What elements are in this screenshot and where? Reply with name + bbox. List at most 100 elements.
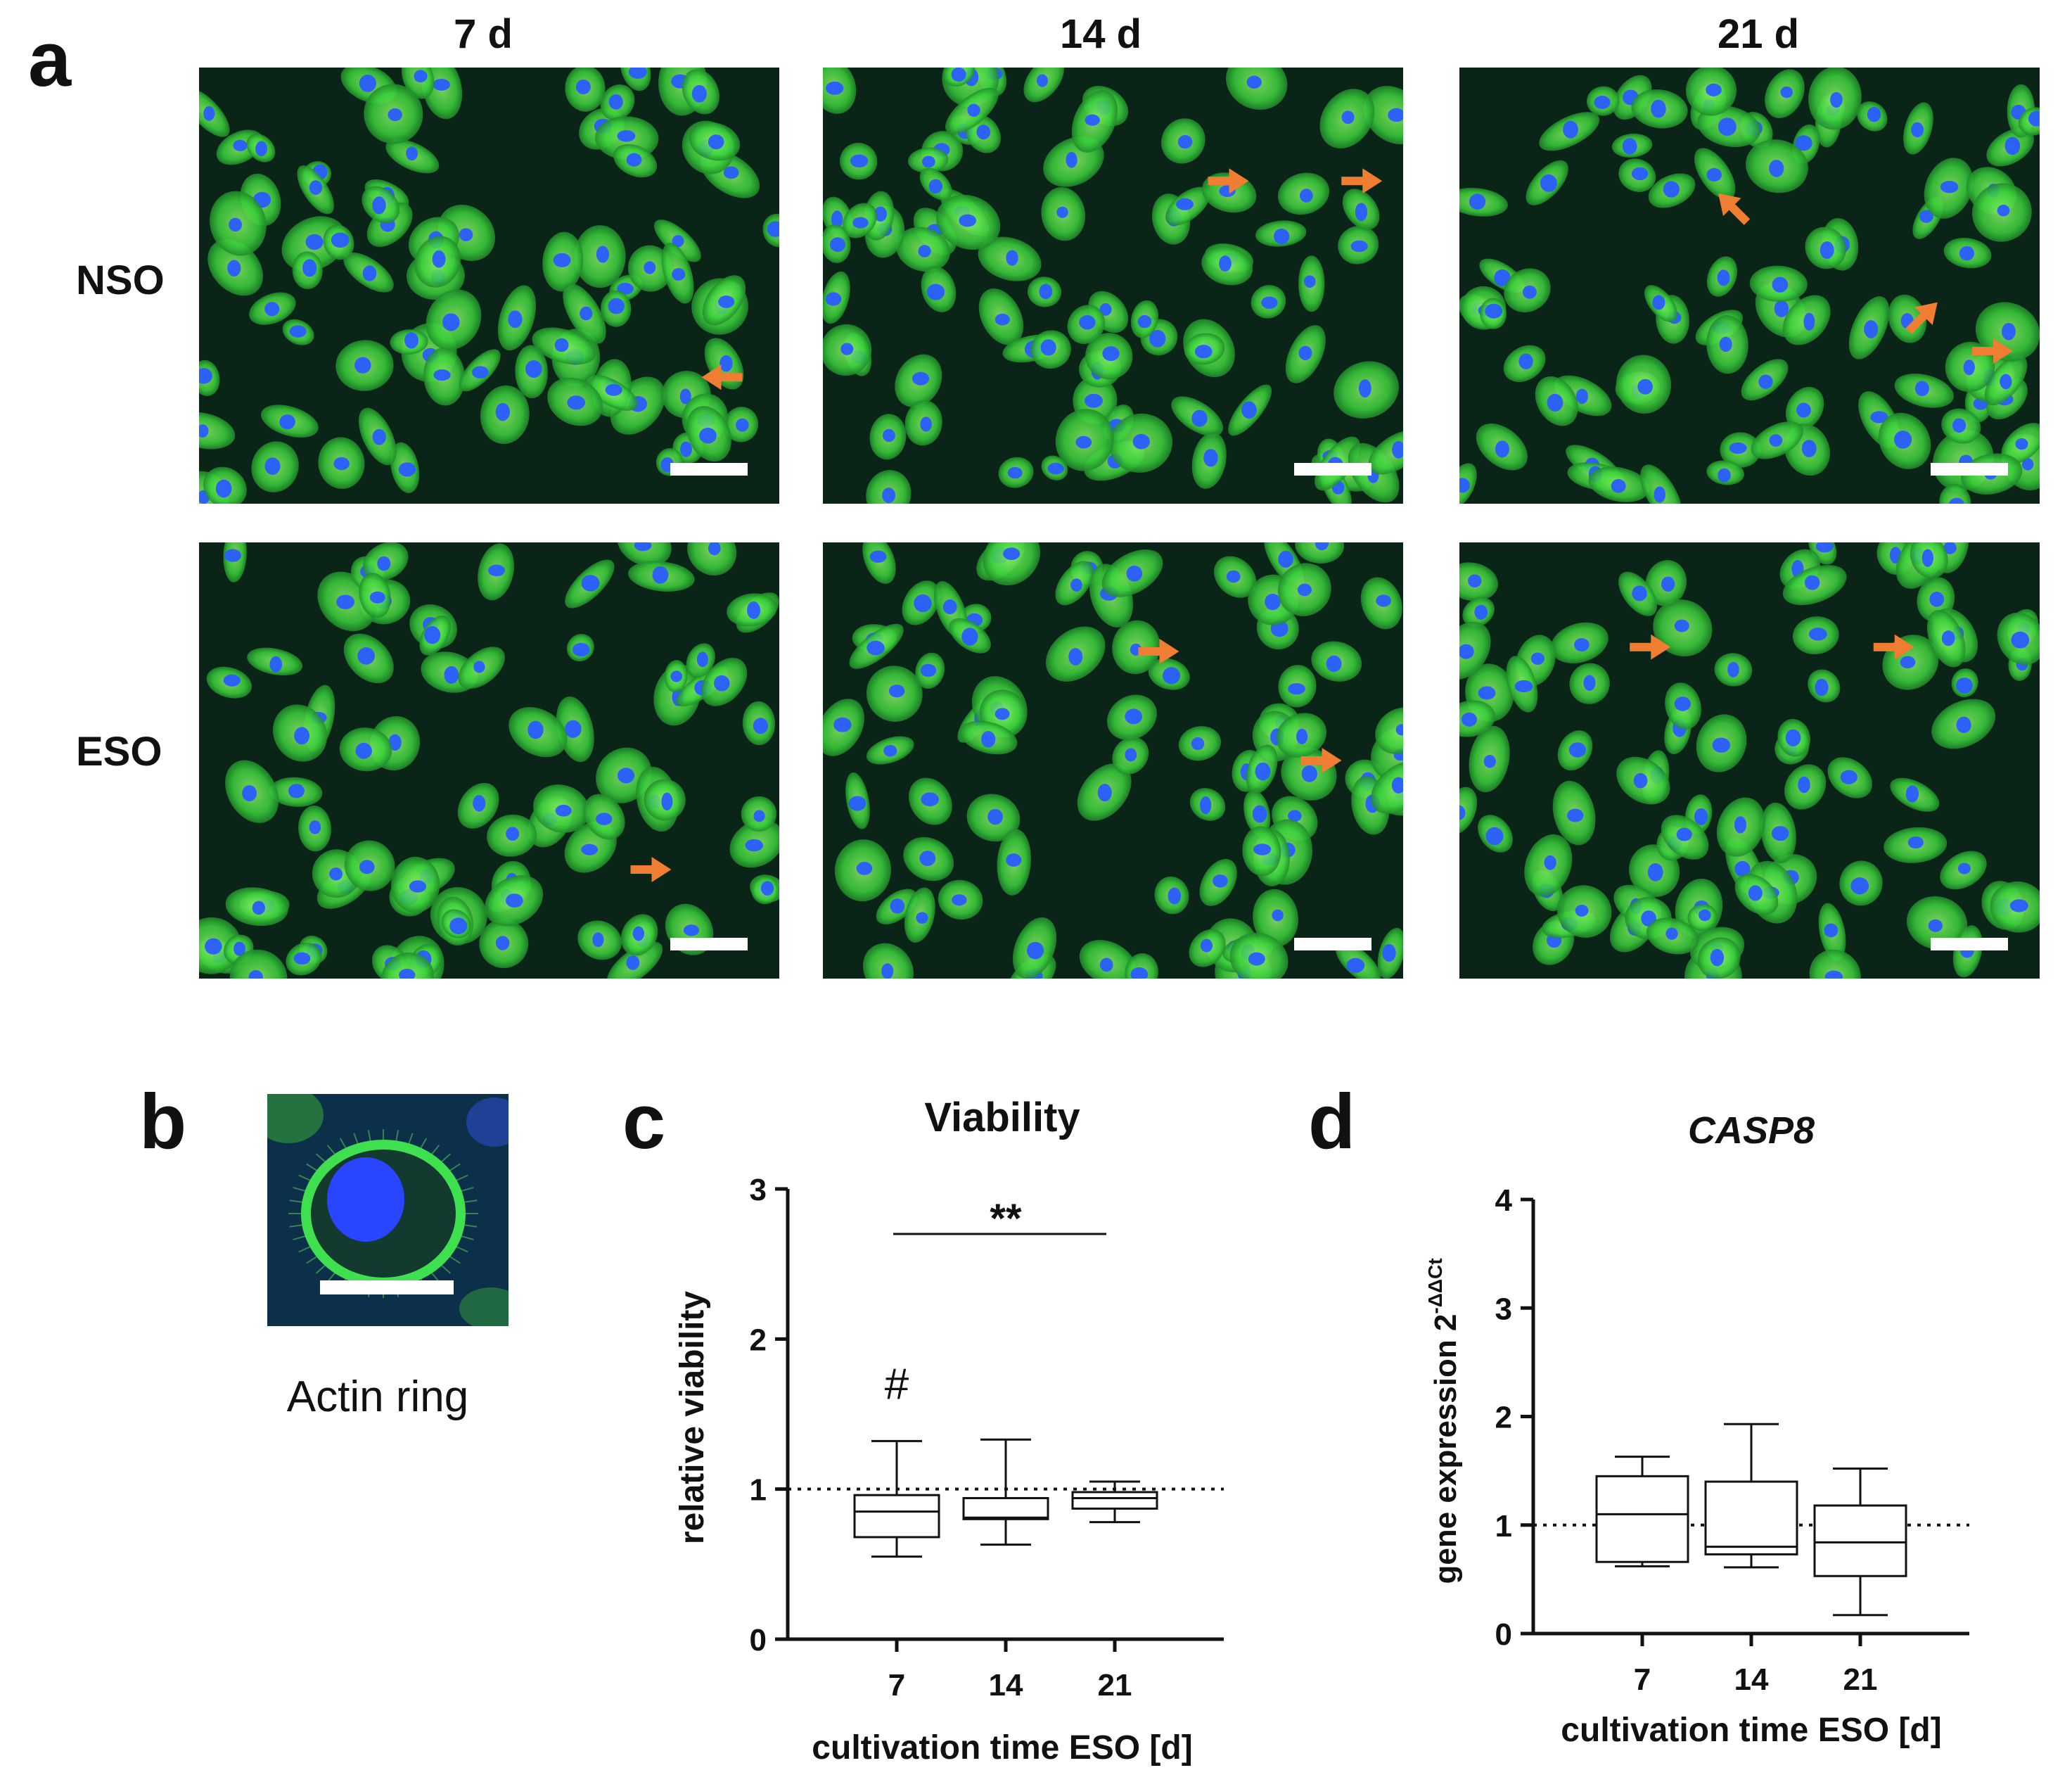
nucleus — [976, 125, 991, 140]
box-21 — [1071, 1480, 1158, 1524]
nucleus — [708, 134, 724, 150]
nucleus — [1191, 737, 1205, 751]
nucleus — [1769, 434, 1783, 447]
column-header-7d: 7 d — [454, 11, 513, 57]
nucleus — [309, 820, 321, 834]
micrograph-image — [199, 68, 779, 504]
nucleus — [1191, 409, 1208, 427]
nucleus — [1346, 957, 1365, 973]
y-tick-label: 1 — [750, 1473, 767, 1508]
nucleus — [1514, 680, 1533, 693]
nucleus — [294, 727, 310, 745]
nucleus — [736, 418, 749, 432]
column-header-21d: 21 d — [1717, 11, 1800, 57]
nucleus — [199, 424, 209, 438]
nucleus — [279, 414, 295, 430]
nucleus — [760, 881, 774, 896]
nucleus — [1796, 402, 1811, 418]
nucleus — [1056, 206, 1068, 218]
nucleus — [1665, 927, 1678, 940]
nucleus — [581, 844, 598, 855]
chart-title: Viability — [924, 1095, 1080, 1140]
nucleus — [1047, 462, 1064, 475]
nucleus — [881, 963, 894, 979]
nucleus — [745, 839, 763, 852]
nucleus — [1911, 122, 1924, 138]
nucleus — [1719, 336, 1732, 352]
nucleus — [1663, 181, 1680, 198]
nucleus — [995, 313, 1010, 326]
nucleus — [634, 542, 652, 552]
nucleus — [1840, 770, 1857, 784]
nucleus — [1997, 204, 2010, 217]
nucleus — [829, 237, 846, 253]
row-label-nso: NSO — [76, 257, 165, 303]
nucleus — [331, 232, 350, 248]
nucleus — [1661, 576, 1675, 592]
panel-label-c: c — [622, 1078, 666, 1165]
nucleus — [1149, 329, 1166, 348]
nucleus — [852, 217, 869, 229]
nucleus — [473, 795, 486, 812]
orange-arrow-icon — [1341, 168, 1383, 194]
nucleus — [1622, 138, 1637, 155]
nucleus — [714, 675, 730, 692]
nucleus — [680, 441, 692, 457]
nucleus — [1125, 708, 1143, 725]
micrograph-actin-ring — [267, 1094, 509, 1326]
nucleus — [1907, 836, 1924, 849]
nucleus — [362, 265, 377, 281]
nucleus — [473, 661, 485, 673]
nucleus — [449, 917, 468, 934]
nucleus — [1729, 442, 1747, 454]
y-tick-label: 1 — [1495, 1509, 1512, 1544]
nucleus — [1226, 570, 1241, 583]
nucleus — [199, 368, 212, 384]
nucleus — [1246, 75, 1262, 89]
nucleus — [506, 827, 520, 841]
nucleus — [329, 867, 343, 881]
nucleus — [1299, 189, 1313, 203]
panel-label-d: d — [1308, 1078, 1356, 1165]
nucleus — [433, 79, 450, 91]
scale-bar — [1931, 938, 2008, 950]
nucleus — [592, 932, 604, 948]
nucleus — [1867, 107, 1881, 122]
nucleus — [1748, 885, 1763, 901]
nucleus — [1583, 675, 1596, 691]
nucleus — [1272, 909, 1284, 922]
nucleus — [866, 640, 885, 656]
significance-marker: ** — [990, 1196, 1022, 1242]
nucleus — [404, 332, 418, 349]
nucleus — [596, 813, 613, 825]
nucleus — [305, 234, 324, 250]
nucleus — [1252, 805, 1267, 823]
nucleus — [459, 228, 473, 241]
nucleus — [309, 180, 323, 195]
nucleus — [1478, 686, 1496, 700]
nucleus — [369, 591, 385, 604]
orange-arrow-icon — [1718, 193, 1751, 225]
nucleus — [1637, 378, 1653, 395]
nucleus — [699, 427, 717, 444]
nucleus — [825, 292, 842, 306]
nucleus — [1956, 716, 1971, 734]
nucleus — [1079, 314, 1096, 330]
nucleus — [1326, 655, 1342, 673]
nucleus — [2015, 438, 2028, 450]
micrograph-nso-21d — [1459, 68, 2040, 504]
nucleus — [1495, 440, 1509, 458]
nucleus — [1459, 478, 1470, 493]
nucleus — [1298, 345, 1312, 360]
chart-title: CASP8 — [1688, 1109, 1815, 1152]
scale-bar — [1931, 463, 2008, 476]
nucleus — [952, 894, 967, 906]
nucleus — [2021, 458, 2034, 471]
orange-arrow-icon — [630, 857, 672, 882]
nucleus — [567, 395, 586, 410]
nucleus — [1130, 967, 1149, 979]
nucleus — [1036, 74, 1049, 87]
nucleus — [255, 141, 267, 157]
